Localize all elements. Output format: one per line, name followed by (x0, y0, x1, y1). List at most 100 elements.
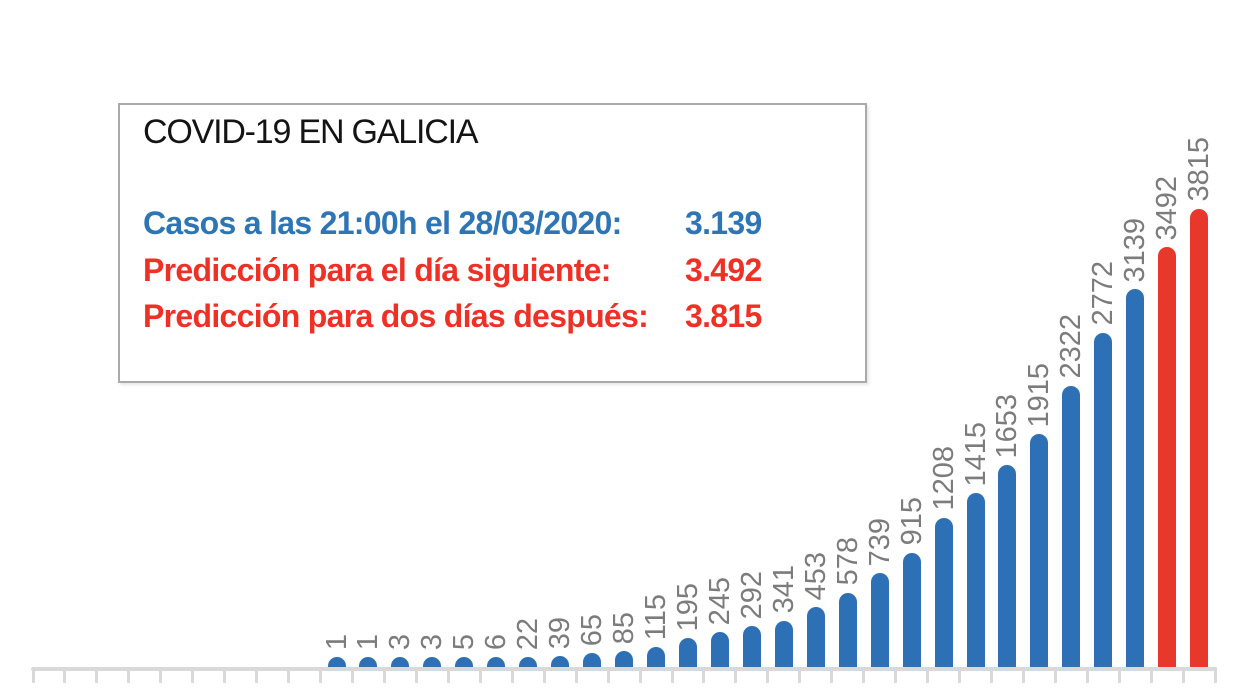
bar-value-label: 1 (352, 633, 385, 650)
x-axis-tick (702, 667, 706, 683)
bar-value-label: 22 (512, 617, 545, 650)
bar-value-label: 85 (608, 611, 641, 644)
bar-value-label: 6 (480, 633, 513, 650)
x-axis-tick (1053, 667, 1057, 683)
x-axis-tick (1149, 667, 1153, 683)
bar-value-label: 1 (320, 633, 353, 650)
bar-value-label: 195 (671, 582, 704, 631)
bar-casos-confirmados (1094, 332, 1113, 667)
x-axis-tick (894, 667, 898, 683)
prediction-line-1-value: 3.492 (685, 251, 762, 288)
bar-value-label: 1915 (1023, 362, 1056, 428)
x-axis-tick (990, 667, 993, 683)
bar-casos-confirmados (1126, 289, 1145, 667)
x-axis-tick (1085, 667, 1089, 683)
bar-value-label: 3 (416, 633, 449, 650)
x-axis-tick (798, 667, 802, 683)
callout-box (118, 103, 867, 383)
bar-value-label: 1653 (991, 393, 1024, 459)
chart-title: COVID-19 EN GALICIA (143, 113, 479, 151)
x-axis-tick (958, 667, 962, 683)
bar-casos-confirmados (583, 653, 602, 667)
x-axis-tick (287, 667, 291, 683)
cases-line-value: 3.139 (685, 205, 762, 241)
x-axis-tick (319, 667, 323, 683)
bar-casos-confirmados (487, 657, 506, 667)
bar-prediccion (1158, 247, 1177, 667)
bar-value-label: 915 (895, 497, 928, 546)
bar-casos-confirmados (647, 647, 666, 667)
x-axis-tick (31, 667, 35, 683)
bar-casos-confirmados (806, 607, 825, 667)
x-axis (31, 667, 1218, 671)
bar-casos-confirmados (359, 657, 378, 667)
x-axis-tick (382, 667, 386, 683)
bar-casos-confirmados (1030, 434, 1049, 667)
prediction-line-2-label: Predicción para dos días después: (143, 298, 649, 334)
prediction-line-2: Predicción para dos días después: 3.815 (143, 298, 843, 345)
x-axis-tick (734, 667, 738, 683)
x-axis-tick (766, 667, 770, 683)
x-axis-tick (1181, 667, 1185, 683)
x-axis-tick (638, 667, 642, 683)
bar-casos-confirmados (774, 620, 793, 667)
x-axis-tick (606, 667, 610, 683)
x-axis-tick (255, 667, 259, 683)
bar-value-label: 578 (831, 537, 864, 586)
bar-value-label: 292 (735, 571, 768, 620)
bar-value-label: 3815 (1183, 137, 1216, 202)
x-axis-tick (478, 667, 482, 683)
x-axis-tick (510, 667, 514, 683)
callout-lines: Casos a las 21:00h el 28/03/2020: 3.139 … (143, 205, 843, 345)
x-axis-tick (1213, 667, 1217, 683)
cases-line-label: Casos a las 21:00h el 28/03/2020: (143, 205, 622, 241)
x-axis-tick (862, 667, 866, 683)
bar-casos-confirmados (870, 573, 889, 667)
bar-casos-confirmados (902, 552, 921, 667)
x-axis-tick (414, 667, 418, 683)
prediction-line-1: Predicción para el día siguiente: 3.492 (143, 252, 843, 299)
bar-value-label: 1208 (927, 446, 960, 511)
bar-casos-confirmados (934, 517, 953, 667)
bar-casos-confirmados (742, 626, 761, 667)
bar-casos-confirmados (519, 657, 538, 667)
prediction-line-1-label: Predicción para el día siguiente: (143, 251, 611, 288)
bar-casos-confirmados (678, 637, 697, 667)
x-axis-tick (159, 667, 163, 683)
bar-value-label: 115 (640, 594, 673, 641)
bar-casos-confirmados (455, 657, 474, 667)
bar-value-label: 3 (384, 633, 417, 650)
bar-value-label: 39 (544, 617, 577, 650)
x-axis-tick (446, 667, 450, 683)
cases-line: Casos a las 21:00h el 28/03/2020: 3.139 (143, 205, 843, 252)
bar-value-label: 3492 (1151, 175, 1184, 241)
x-axis-tick (63, 667, 67, 683)
bar-value-label: 3139 (1119, 217, 1152, 283)
bar-value-label: 739 (863, 518, 896, 567)
x-axis-tick (1117, 667, 1121, 683)
x-axis-tick (1021, 667, 1025, 683)
bar-value-label: 2322 (1055, 314, 1088, 379)
bar-casos-confirmados (966, 493, 985, 667)
bar-value-label: 2772 (1087, 261, 1120, 326)
x-axis-tick (223, 667, 227, 683)
bar-value-label: 65 (576, 614, 609, 647)
x-axis-tick (127, 667, 131, 683)
bar-casos-confirmados (391, 657, 410, 667)
x-axis-tick (191, 667, 195, 683)
bar-value-label: 5 (448, 633, 481, 650)
bar-casos-confirmados (710, 631, 729, 667)
bar-casos-confirmados (423, 657, 442, 667)
bar-casos-confirmados (615, 650, 634, 667)
bar-casos-confirmados (838, 592, 857, 667)
bar-casos-confirmados (1062, 385, 1081, 667)
x-axis-tick (542, 667, 546, 683)
prediction-line-2-value: 3.815 (685, 298, 762, 334)
bar-value-label: 453 (799, 551, 832, 601)
x-axis-tick (95, 667, 99, 683)
x-axis-tick (926, 667, 930, 683)
bar-value-label: 245 (703, 576, 736, 625)
bar-value-label: 341 (767, 565, 800, 614)
